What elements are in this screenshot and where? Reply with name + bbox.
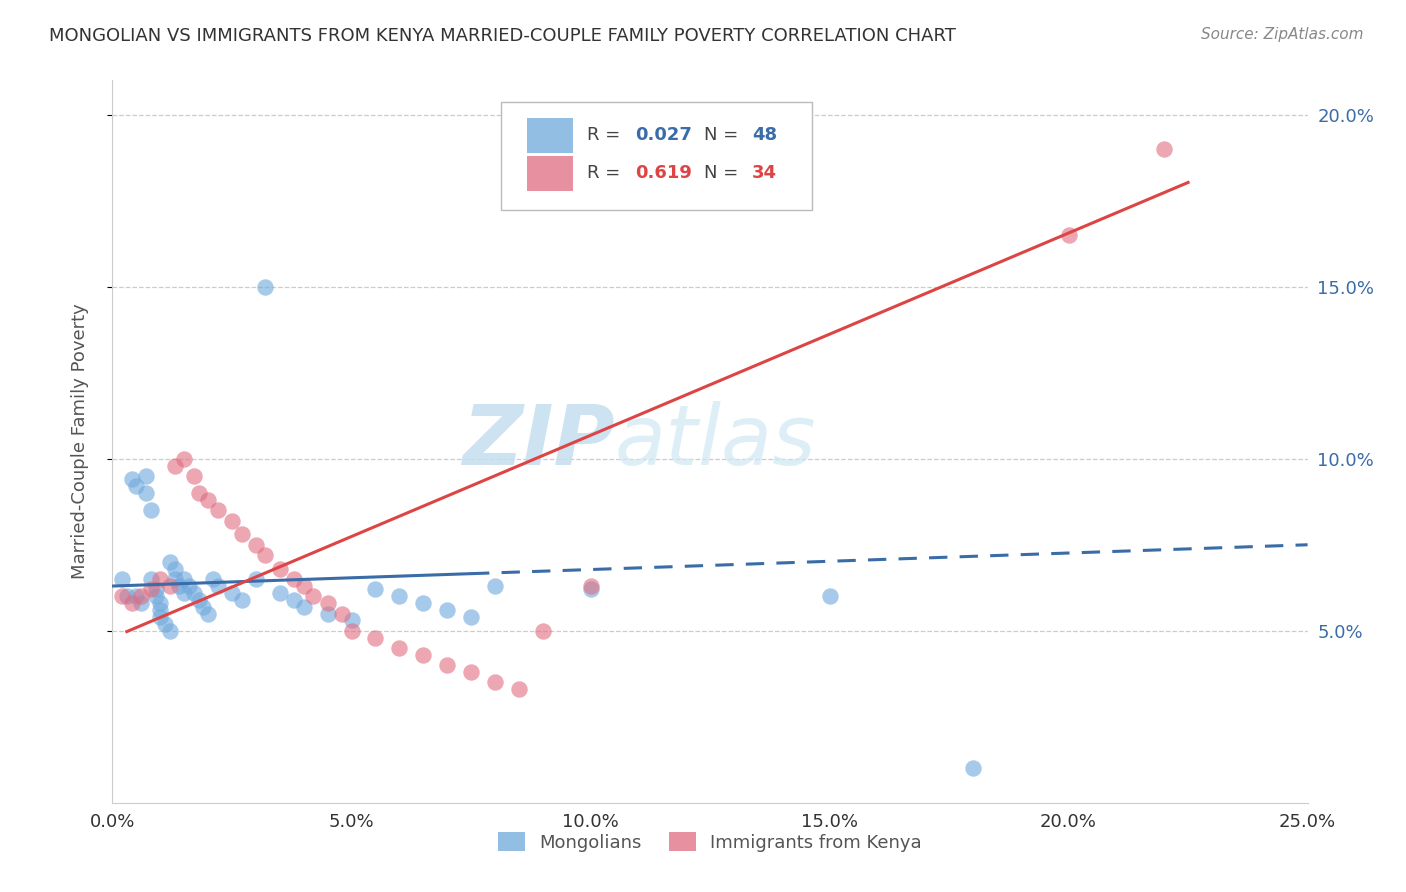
Point [292, 579, 315, 593]
Point [187, 592, 209, 607]
Text: R =: R = [586, 164, 626, 183]
Point [283, 572, 305, 586]
Point [193, 599, 215, 614]
Point [183, 586, 205, 600]
Point [254, 548, 277, 562]
FancyBboxPatch shape [527, 118, 572, 153]
Point [139, 503, 162, 517]
Point [579, 582, 602, 597]
Text: atlas: atlas [614, 401, 815, 482]
Text: Source: ZipAtlas.com: Source: ZipAtlas.com [1201, 27, 1364, 42]
Point [330, 607, 353, 621]
Point [340, 614, 363, 628]
Text: 48: 48 [752, 126, 778, 145]
Text: N =: N = [704, 126, 744, 145]
Point [163, 572, 186, 586]
Point [149, 572, 172, 586]
Point [254, 279, 277, 293]
Text: MONGOLIAN VS IMMIGRANTS FROM KENYA MARRIED-COUPLE FAMILY POVERTY CORRELATION CHA: MONGOLIAN VS IMMIGRANTS FROM KENYA MARRI… [49, 27, 956, 45]
Point [129, 590, 152, 604]
Point [115, 590, 138, 604]
Point [1057, 228, 1080, 243]
Point [316, 607, 339, 621]
Point [197, 493, 219, 508]
Point [962, 761, 984, 775]
Point [111, 590, 134, 604]
Point [173, 451, 195, 466]
Point [135, 486, 157, 500]
Point [121, 472, 143, 486]
Point [302, 590, 325, 604]
Point [221, 586, 243, 600]
Point [460, 610, 482, 624]
Point [436, 658, 458, 673]
Point [364, 631, 387, 645]
Point [460, 665, 482, 679]
Point [163, 562, 186, 576]
Point [484, 675, 506, 690]
Point [125, 590, 148, 604]
Point [187, 486, 209, 500]
Point [183, 469, 205, 483]
Point [412, 596, 434, 610]
Point [388, 640, 411, 655]
Point [1153, 142, 1175, 156]
FancyBboxPatch shape [527, 156, 572, 191]
Point [436, 603, 458, 617]
Text: 0.619: 0.619 [634, 164, 692, 183]
FancyBboxPatch shape [501, 102, 811, 211]
Point [579, 579, 602, 593]
Point [508, 682, 530, 697]
Point [153, 616, 176, 631]
Point [139, 582, 162, 597]
Point [221, 514, 243, 528]
Point [139, 572, 162, 586]
Point [316, 596, 339, 610]
Point [388, 590, 411, 604]
Point [163, 458, 186, 473]
Point [201, 572, 224, 586]
Point [231, 592, 253, 607]
Point [159, 624, 181, 638]
Point [531, 624, 554, 638]
Text: 0.027: 0.027 [634, 126, 692, 145]
Point [231, 527, 253, 541]
Point [269, 586, 291, 600]
Text: ZIP: ZIP [461, 401, 614, 482]
Point [818, 590, 841, 604]
Point [159, 555, 181, 569]
Point [149, 596, 172, 610]
Point [159, 579, 181, 593]
Point [121, 596, 143, 610]
Point [145, 590, 167, 604]
Point [169, 579, 191, 593]
Point [207, 579, 229, 593]
Y-axis label: Married-Couple Family Poverty: Married-Couple Family Poverty [70, 303, 89, 580]
Point [197, 607, 219, 621]
Point [484, 579, 506, 593]
Point [340, 624, 363, 638]
Point [111, 572, 134, 586]
Point [207, 503, 229, 517]
Point [125, 479, 148, 493]
Point [245, 572, 267, 586]
Point [145, 582, 167, 597]
Point [177, 579, 200, 593]
Point [129, 596, 152, 610]
Point [364, 582, 387, 597]
Point [269, 562, 291, 576]
Point [292, 599, 315, 614]
Point [173, 572, 195, 586]
Legend: Mongolians, Immigrants from Kenya: Mongolians, Immigrants from Kenya [491, 825, 929, 859]
Point [135, 469, 157, 483]
Text: 34: 34 [752, 164, 778, 183]
Point [149, 610, 172, 624]
Point [245, 538, 267, 552]
Point [173, 586, 195, 600]
Point [283, 592, 305, 607]
Point [149, 603, 172, 617]
Text: R =: R = [586, 126, 626, 145]
Text: N =: N = [704, 164, 744, 183]
Point [412, 648, 434, 662]
